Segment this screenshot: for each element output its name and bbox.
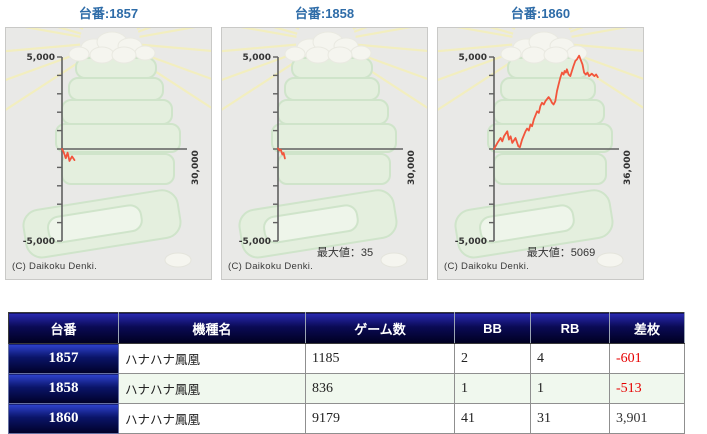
slot-graph-frame-1858: 5,000 -5,000 30,000 最大値：35 (C) Daikoku Denk… [221,27,428,280]
graph-panels-row: 台番:1857 5,000 -5,000 30,000 (C) Daikoku De… [5,6,644,280]
games-cell: 9179 [305,403,455,434]
dai-number-cell: 1860 [8,403,119,434]
svg-text:36,000: 36,000 [623,150,633,185]
col-header-rb: RB [530,312,610,344]
results-table: 台番 機種名 ゲーム数 BB RB 差枚 1857 ハナハナ鳳凰 1185 2 … [8,312,685,434]
games-cell: 1185 [305,343,455,374]
col-header-bb: BB [454,312,531,344]
table-header-row: 台番 機種名 ゲーム数 BB RB 差枚 [8,312,685,344]
slot-graph-frame-1860: 5,000 -5,000 36,000 最大値：5069 (C) Daikoku De… [437,27,644,280]
table-row-1860: 1860 ハナハナ鳳凰 9179 41 31 3,901 [8,403,685,434]
diff-medals-cell: -513 [609,373,685,404]
dai-number-cell: 1857 [8,343,119,374]
panel-title-1860: 台番:1860 [510,6,571,21]
svg-text:-5,000: -5,000 [455,237,487,247]
machine-name-cell: ハナハナ鳳凰 [118,403,306,434]
copyright-text: (C) Daikoku Denki. [228,261,314,272]
col-header-dai: 台番 [8,312,119,344]
col-header-sai: 差枚 [609,312,685,344]
slot-payout-graph-1860: 5,000 -5,000 36,000 最大値：5069 [438,28,643,268]
col-header-kishu: 機種名 [118,312,306,344]
table-row-1858: 1858 ハナハナ鳳凰 836 1 1 -513 [8,373,685,404]
dai-number-cell: 1858 [8,373,119,404]
bb-cell: 1 [454,373,531,404]
panel-title-1858: 台番:1858 [294,6,355,21]
slot-graph-frame-1857: 5,000 -5,000 30,000 (C) Daikoku Denki. [5,27,212,280]
diff-medals-cell: 3,901 [609,403,685,434]
svg-text:-5,000: -5,000 [239,237,271,247]
slot-payout-graph-1858: 5,000 -5,000 30,000 最大値：35 [222,28,427,268]
rb-cell: 4 [530,343,610,374]
col-header-games: ゲーム数 [305,312,455,344]
svg-text:最大値：35: 最大値：35 [317,245,373,259]
copyright-text: (C) Daikoku Denki. [12,261,98,272]
copyright-text: (C) Daikoku Denki. [444,261,530,272]
games-cell: 836 [305,373,455,404]
panel-title-1857: 台番:1857 [78,6,139,21]
rb-cell: 1 [530,373,610,404]
chart-panel-1857: 台番:1857 5,000 -5,000 30,000 (C) Daikoku De… [5,6,212,280]
svg-text:-5,000: -5,000 [23,237,55,247]
svg-text:5,000: 5,000 [459,53,487,63]
svg-text:30,000: 30,000 [191,150,201,185]
bb-cell: 41 [454,403,531,434]
svg-text:30,000: 30,000 [407,150,417,185]
chart-panel-1858: 台番:1858 5,000 -5,000 30,000 最大値：35 (C) Daik… [221,6,428,280]
slot-payout-graph-1857: 5,000 -5,000 30,000 [6,28,211,268]
table-row-1857: 1857 ハナハナ鳳凰 1185 2 4 -601 [8,343,685,374]
bb-cell: 2 [454,343,531,374]
machine-name-cell: ハナハナ鳳凰 [118,343,306,374]
machine-name-cell: ハナハナ鳳凰 [118,373,306,404]
svg-text:5,000: 5,000 [27,53,55,63]
svg-text:5,000: 5,000 [243,53,271,63]
chart-panel-1860: 台番:1860 5,000 -5,000 36,000 最大値：5069 (C) Da… [437,6,644,280]
svg-text:最大値：5069: 最大値：5069 [527,245,595,259]
diff-medals-cell: -601 [609,343,685,374]
rb-cell: 31 [530,403,610,434]
